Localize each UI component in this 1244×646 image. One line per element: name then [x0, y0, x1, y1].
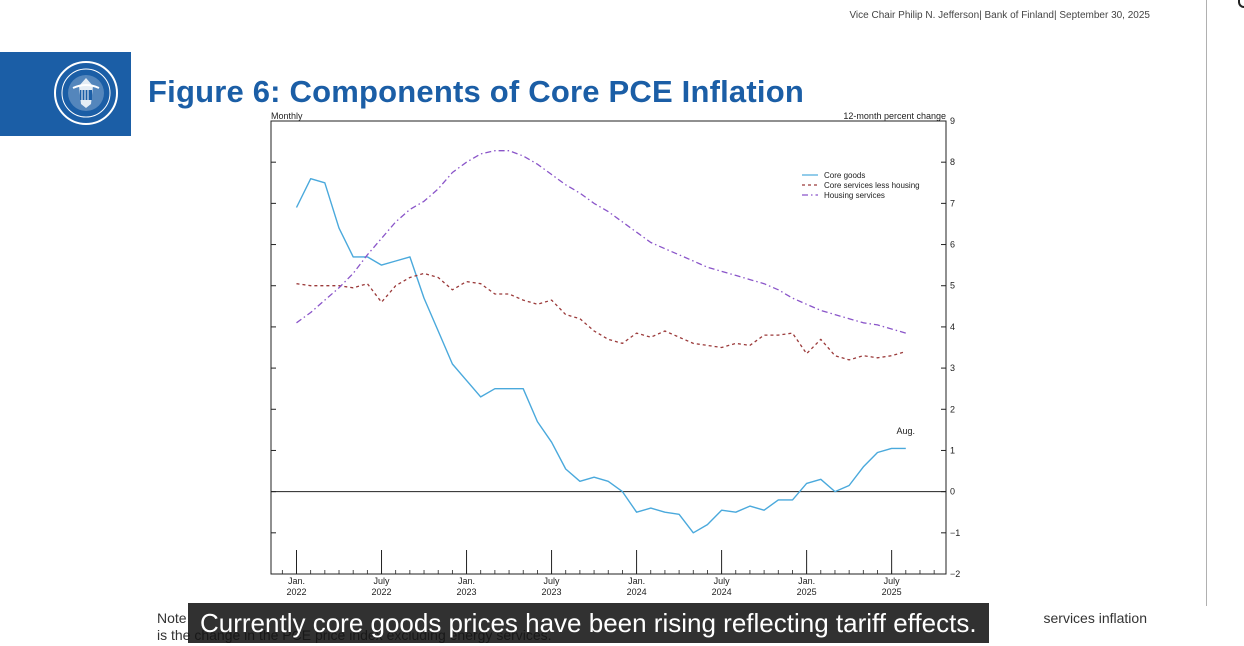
x-tick-label-year: 2023	[542, 587, 562, 597]
latest-month-annotation: Aug.	[897, 426, 916, 436]
y-tick-label: 1	[950, 445, 955, 455]
legend-label: Core services less housing	[824, 181, 920, 190]
note-line1-right: services inflation	[1043, 610, 1148, 626]
x-tick-label-year: 2024	[712, 587, 732, 597]
video-caption: Currently core goods prices have been ri…	[188, 603, 989, 643]
x-tick-label-year: 2023	[457, 587, 477, 597]
x-tick-label: July	[544, 576, 561, 586]
y-tick-label: 0	[950, 487, 955, 497]
series-line-core-goods	[295, 177, 906, 534]
x-tick-label: July	[374, 576, 391, 586]
y-tick-label: 8	[950, 157, 955, 167]
corner-mark	[1238, 0, 1244, 8]
x-tick-label-year: 2024	[627, 587, 647, 597]
x-tick-label: Jan.	[458, 576, 475, 586]
y-tick-label: 5	[950, 281, 955, 291]
legend-label: Core goods	[824, 171, 865, 180]
y-tick-label: 9	[950, 116, 955, 126]
legend-label: Housing services	[824, 191, 885, 200]
x-tick-label: Jan.	[628, 576, 645, 586]
x-tick-label-year: 2022	[372, 587, 392, 597]
y-tick-label: −2	[950, 569, 960, 579]
x-tick-label: Jan.	[798, 576, 815, 586]
x-tick-label: July	[884, 576, 901, 586]
y-tick-label: −1	[950, 528, 960, 538]
x-tick-label-year: 2022	[286, 587, 306, 597]
federal-reserve-logo	[0, 52, 131, 136]
y-tick-label: 4	[950, 322, 955, 332]
x-tick-label: July	[714, 576, 731, 586]
chart-axes: −2−10123456789Jan.2022July2022Jan.2023Ju…	[271, 116, 960, 597]
y-tick-label: 3	[950, 363, 955, 373]
y-tick-label: 2	[950, 404, 955, 414]
y-tick-label: 6	[950, 240, 955, 250]
y-axis-label: 12-month percent change	[843, 111, 946, 121]
chart-series	[295, 150, 906, 534]
note-line1-left: Note	[157, 610, 187, 626]
federal-reserve-seal-icon	[54, 61, 118, 125]
x-tick-label-year: 2025	[882, 587, 902, 597]
series-line-housing-services	[296, 150, 906, 334]
frequency-label: Monthly	[271, 111, 303, 121]
x-tick-label: Jan.	[288, 576, 305, 586]
slide-border	[1206, 0, 1207, 606]
presentation-meta: Vice Chair Philip N. Jefferson| Bank of …	[849, 10, 1150, 21]
figure-title: Figure 6: Components of Core PCE Inflati…	[148, 74, 804, 109]
series-line-core-services-less-housing	[296, 272, 906, 361]
y-tick-label: 7	[950, 198, 955, 208]
x-tick-label-year: 2025	[797, 587, 817, 597]
